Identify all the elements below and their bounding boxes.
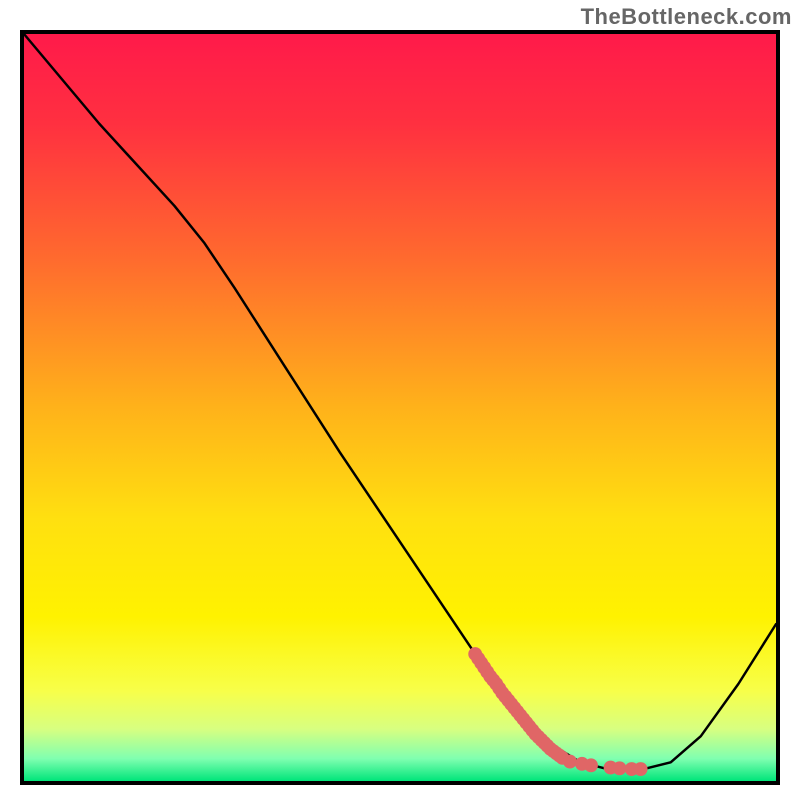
chart-container: TheBottleneck.com (0, 0, 800, 800)
chart-svg (24, 34, 776, 781)
marker-point (634, 762, 648, 776)
bottleneck-curve (24, 34, 776, 770)
attribution-text: TheBottleneck.com (581, 4, 792, 30)
marker-point (563, 755, 577, 769)
marker-group (468, 647, 647, 776)
marker-point (613, 761, 627, 775)
marker-point (584, 758, 598, 772)
plot-area (20, 30, 780, 785)
